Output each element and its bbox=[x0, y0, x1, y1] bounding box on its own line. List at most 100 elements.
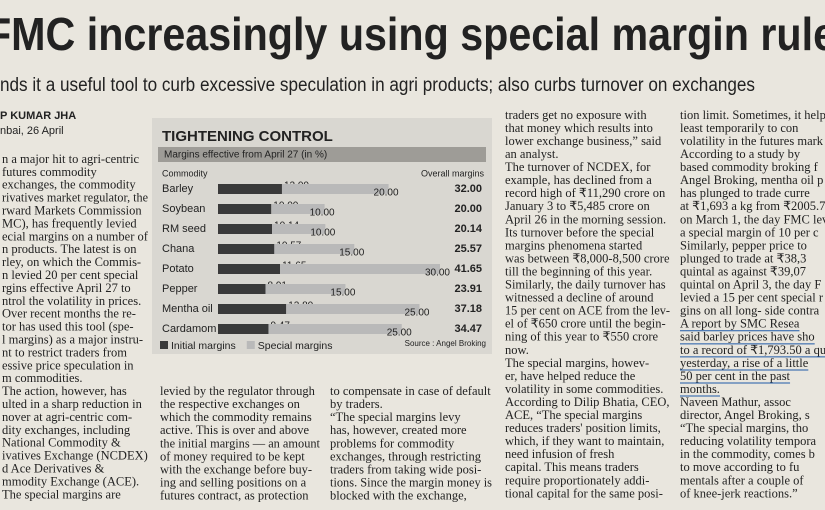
body-line: futures commodity bbox=[2, 165, 98, 179]
bar-segment bbox=[218, 284, 266, 294]
body-line: er, have helped reduce the bbox=[505, 369, 636, 383]
body-line: ntrol the volatility in prices. bbox=[2, 294, 141, 308]
body-line: of money required to be kept bbox=[160, 449, 305, 463]
body-line: Naveen Mathur, assoc bbox=[680, 395, 791, 409]
bar-segment bbox=[218, 244, 275, 254]
body-line: reducing volatility tempora bbox=[680, 434, 817, 448]
body-line: d Ace Derivatives & bbox=[2, 461, 105, 475]
body-line: 15 per cent on ACE from the lev- bbox=[505, 304, 670, 318]
body-line: to compensate in case of default bbox=[330, 384, 491, 398]
bar-segment bbox=[218, 304, 287, 314]
body-line: exchanges, the commodity bbox=[2, 178, 136, 192]
body-line: has plunged to trade curre bbox=[680, 186, 810, 200]
bar-segment bbox=[286, 304, 420, 314]
body-line: quintal on April 3, the day F bbox=[680, 278, 821, 292]
body-line: A report by SMC Resea bbox=[680, 317, 800, 331]
body-line: that money which results into bbox=[505, 121, 653, 135]
body-line: the respective exchanges on bbox=[160, 397, 301, 411]
body-line: “The special margins levy bbox=[330, 410, 461, 424]
body-line: active. This is over and above bbox=[160, 423, 309, 437]
category-label: Pepper bbox=[162, 283, 198, 295]
body-line: “The special margins, tho bbox=[680, 421, 808, 435]
bar-segment bbox=[268, 324, 402, 334]
total-label: 25.57 bbox=[454, 243, 482, 255]
body-line: The action, however, has bbox=[2, 384, 127, 398]
author: P KUMAR JHA bbox=[0, 110, 76, 122]
body-line: said barley prices have sho bbox=[680, 330, 815, 344]
body-line: gins on all long- side contra bbox=[680, 304, 820, 318]
total-label: 32.00 bbox=[454, 183, 482, 195]
body-line: an analyst. bbox=[505, 147, 558, 161]
body-line: need infusion of fresh bbox=[505, 447, 615, 461]
bar-segment bbox=[281, 184, 389, 194]
category-label: Mentha oil bbox=[162, 303, 213, 315]
value-label: 10.00 bbox=[310, 228, 335, 239]
body-line: n levied 20 per cent special bbox=[2, 268, 139, 282]
body-line: till the beginning of this year. bbox=[505, 264, 652, 278]
chart-subtitle: Margins effective from April 27 (in %) bbox=[164, 150, 327, 161]
body-line: yesterday, a rise of a little bbox=[680, 356, 809, 370]
body-line: margins phenomena started bbox=[505, 238, 643, 252]
body-line: based commodity broking f bbox=[680, 160, 819, 174]
body-line: Its turnover before the special bbox=[505, 225, 655, 239]
body-line: rivatives market regulator, the bbox=[2, 191, 148, 205]
value-label: 25.00 bbox=[404, 308, 429, 319]
body-line: least temporarily to con bbox=[680, 121, 799, 135]
body-line: traders from taking wide posi- bbox=[330, 462, 481, 476]
value-label: 30.00 bbox=[425, 268, 450, 279]
body-line: on March 1, the day FMC lev bbox=[680, 212, 825, 226]
body-line: record high of ₹11,290 crore on bbox=[505, 186, 666, 200]
body-line: ing and selling positions on a bbox=[160, 476, 307, 490]
headline: FMC increasingly using special margin ru… bbox=[0, 8, 825, 60]
body-line: ivatives Exchange (NCDEX) bbox=[2, 449, 148, 463]
body-line: mentals after a couple of bbox=[680, 473, 804, 487]
legend-label: Special margins bbox=[258, 340, 333, 352]
body-line: blocked with the exchange, bbox=[330, 489, 467, 503]
total-label: 20.14 bbox=[454, 223, 482, 235]
body-line: According to Dilip Bhatia, CEO, bbox=[505, 395, 670, 409]
body-line: April 26 in the morning session. bbox=[505, 212, 666, 226]
bar-segment bbox=[280, 264, 440, 274]
body-line: by traders. bbox=[330, 397, 383, 411]
body-line: rgins effective April 27 to bbox=[2, 281, 131, 295]
body-line: dity exchanges, including bbox=[2, 423, 131, 437]
body-line: levied by the regulator through bbox=[160, 384, 316, 398]
body-line: exchanges, through restricting bbox=[330, 449, 482, 463]
body-line: reduces traders' position limits, bbox=[505, 421, 661, 435]
legend-swatch bbox=[246, 341, 255, 349]
body-line: n products. The latest is on bbox=[2, 242, 137, 256]
category-label: RM seed bbox=[162, 223, 206, 235]
body-line: ulted in a sharp reduction in bbox=[2, 397, 143, 411]
body-line: ecial margins on a number of bbox=[2, 229, 149, 243]
body-line: in the commodity, comes b bbox=[680, 447, 815, 461]
category-label: Potato bbox=[162, 263, 194, 275]
source: Source : Angel Broking bbox=[405, 339, 486, 348]
body-line: nt to restrict traders from bbox=[2, 345, 127, 359]
body-line: has, however, created more bbox=[330, 423, 467, 437]
category-label: Cardamom bbox=[162, 323, 216, 335]
value-label: 10.00 bbox=[310, 208, 335, 219]
body-line: futures contract, as protection bbox=[160, 489, 309, 503]
bar-segment bbox=[218, 324, 269, 334]
body-line: The turnover of NCDEX, for bbox=[505, 160, 651, 174]
legend-label: Initial margins bbox=[171, 340, 236, 352]
category-label: Soybean bbox=[162, 203, 205, 215]
body-line: to move according to fu bbox=[680, 460, 800, 474]
value-label: 25.00 bbox=[387, 328, 412, 339]
bar-segment bbox=[218, 204, 272, 214]
body-line: plunged to trade at ₹38,3 bbox=[680, 251, 806, 265]
value-label: 15.00 bbox=[330, 288, 355, 299]
body-line: January 3 to ₹5,485 crore on bbox=[505, 199, 650, 213]
body-line: el of ₹650 crore until the begin- bbox=[505, 317, 666, 331]
body-line: MC), has frequently levied bbox=[2, 216, 137, 230]
body-line: capital. This means traders bbox=[505, 460, 639, 474]
body-line: 50 per cent in the past bbox=[680, 369, 791, 383]
body-line: ning of this year to ₹550 crore bbox=[505, 330, 659, 344]
body-line: volatility in some commodities. bbox=[505, 382, 663, 396]
body-line: rward Markets Commission bbox=[2, 203, 142, 217]
body-line: at ₹1,693 a kg from ₹2005.7 bbox=[680, 199, 825, 213]
body-line: which, if they want to maintain, bbox=[505, 434, 664, 448]
body-line: tional capital for the same posi- bbox=[505, 486, 663, 500]
body-line: The special margins, howev- bbox=[505, 356, 649, 370]
